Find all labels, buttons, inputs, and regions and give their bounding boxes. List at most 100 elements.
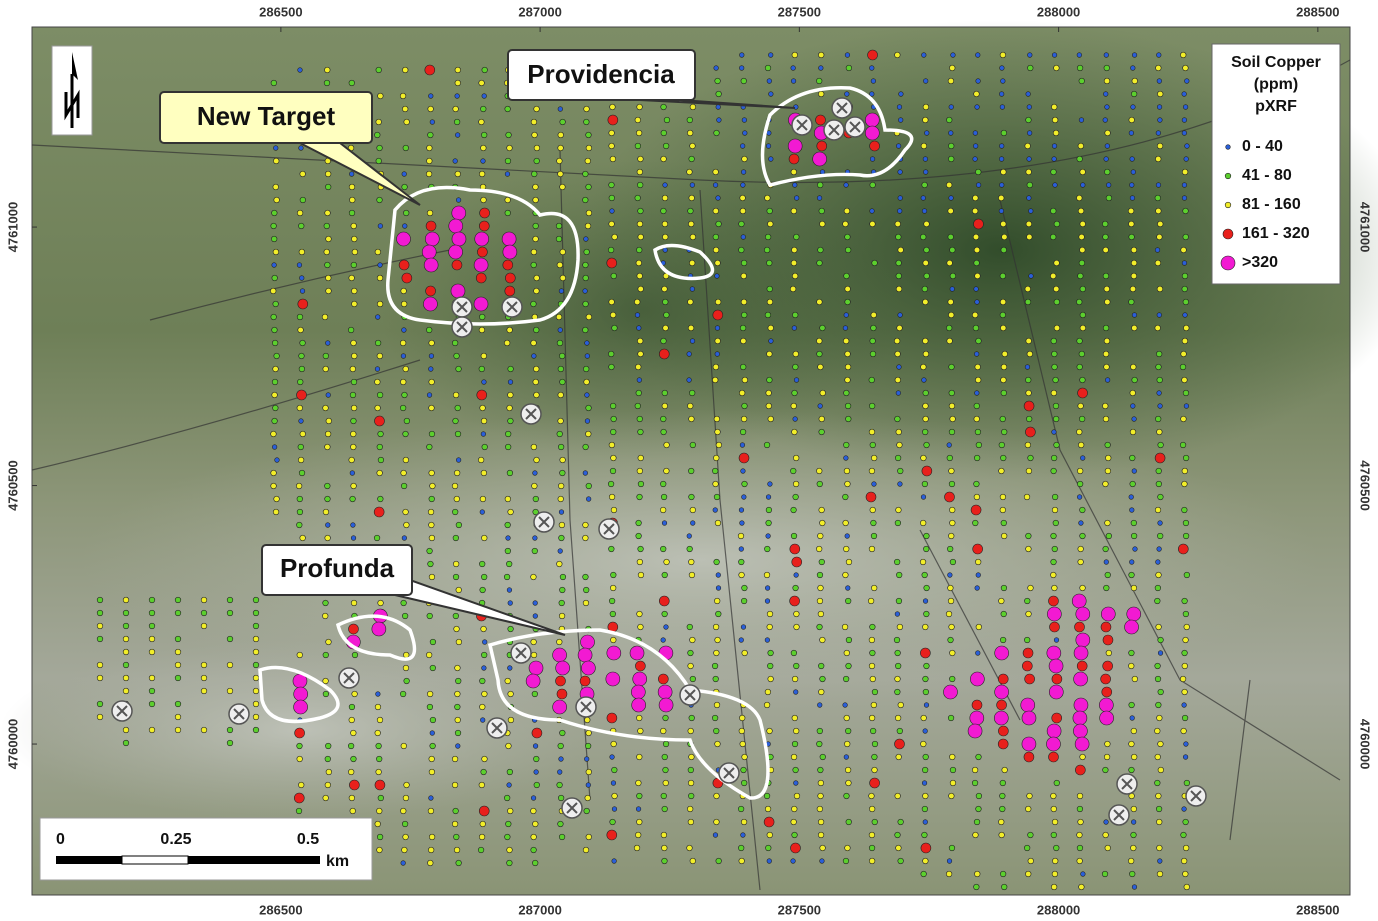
sample-dot xyxy=(122,687,130,695)
sample-dot xyxy=(533,456,540,464)
drill-hole xyxy=(718,762,740,784)
sample-dot xyxy=(792,480,800,488)
sample-dot xyxy=(403,781,410,789)
sample-dot xyxy=(1155,701,1162,709)
sample-dot xyxy=(714,325,721,331)
sample-dot xyxy=(792,182,798,188)
sample-dot xyxy=(1181,376,1188,384)
sample-dot xyxy=(375,118,382,126)
sample-dot xyxy=(1053,259,1060,267)
sample-dot xyxy=(584,222,592,230)
sample-dot xyxy=(999,65,1005,71)
sample-dot xyxy=(200,661,208,669)
sample-dot xyxy=(324,534,331,542)
sample-dot xyxy=(869,181,876,189)
sample-dot xyxy=(455,743,461,749)
sample-dot xyxy=(715,610,722,618)
sample-dot xyxy=(531,690,538,698)
sample-dot xyxy=(819,753,826,761)
sample-dot xyxy=(506,846,513,854)
sample-dot xyxy=(226,596,234,604)
sample-dot xyxy=(533,274,540,282)
sample-dot xyxy=(479,404,486,412)
sample-dot xyxy=(999,311,1006,319)
sample-dot xyxy=(920,195,926,201)
sample-dot xyxy=(1075,606,1091,622)
sample-dot xyxy=(766,285,773,293)
sample-dot xyxy=(402,508,409,516)
sample-dot xyxy=(689,389,696,397)
sample-dot xyxy=(738,637,744,643)
sample-dot xyxy=(530,339,537,347)
sample-dot xyxy=(532,183,539,191)
sample-dot xyxy=(402,664,410,672)
sample-dot xyxy=(688,558,695,566)
sample-dot xyxy=(973,218,984,230)
sample-dot xyxy=(894,675,901,683)
sample-dot xyxy=(1156,312,1162,318)
sample-dot xyxy=(556,430,563,438)
sample-dot xyxy=(790,506,797,514)
y-tick-label: 4761000 xyxy=(1358,202,1373,253)
sample-dot xyxy=(557,548,563,554)
sample-dot xyxy=(506,768,513,776)
sample-dot xyxy=(1026,104,1032,110)
sample-dot xyxy=(1156,390,1162,396)
north-n xyxy=(64,74,80,128)
sample-dot xyxy=(946,324,953,332)
sample-dot xyxy=(789,543,801,555)
sample-dot xyxy=(974,454,981,462)
sample-dot xyxy=(1182,207,1189,215)
sample-dot xyxy=(973,480,980,488)
sample-dot xyxy=(530,651,538,659)
sample-dot xyxy=(429,716,437,724)
sample-dot xyxy=(920,647,931,659)
sample-dot xyxy=(634,402,641,410)
sample-dot xyxy=(400,807,407,815)
sample-dot xyxy=(294,727,305,739)
sample-dot xyxy=(715,572,721,578)
sample-dot xyxy=(122,726,130,734)
sample-dot xyxy=(1103,52,1109,58)
sample-dot xyxy=(532,600,538,606)
sample-dot xyxy=(610,428,617,436)
x-tick-label: 288000 xyxy=(1037,902,1080,917)
sample-dot xyxy=(1073,671,1088,687)
sample-dot xyxy=(325,522,331,528)
sample-dot xyxy=(948,104,954,110)
sample-dot xyxy=(1077,387,1088,399)
sample-dot xyxy=(742,130,748,136)
sample-dot xyxy=(532,378,539,386)
sample-dot xyxy=(663,624,669,630)
sample-dot xyxy=(453,833,460,841)
sample-dot xyxy=(1102,415,1110,423)
sample-dot xyxy=(558,509,565,515)
sample-dot xyxy=(660,103,667,111)
sample-dot xyxy=(350,599,358,607)
sample-dot xyxy=(973,246,981,254)
sample-dot xyxy=(400,742,407,750)
sample-dot xyxy=(636,129,643,137)
sample-dot xyxy=(920,363,927,371)
sample-dot xyxy=(428,378,435,386)
sample-dot xyxy=(634,142,642,150)
sample-dot xyxy=(842,493,849,501)
sample-dot xyxy=(789,595,800,607)
sample-dot xyxy=(869,65,875,71)
sample-dot xyxy=(897,246,904,254)
sample-dot xyxy=(475,272,487,284)
sample-dot xyxy=(997,738,1009,750)
sample-dot xyxy=(400,690,407,698)
sample-dot xyxy=(661,857,668,865)
sample-dot xyxy=(844,285,851,293)
sample-dot xyxy=(817,792,824,800)
sample-dot xyxy=(1025,805,1032,813)
sample-dot xyxy=(922,337,929,345)
sample-dot xyxy=(1051,156,1057,162)
sample-dot xyxy=(506,782,512,788)
sample-dot xyxy=(375,742,382,750)
drill-cross xyxy=(456,301,468,313)
sample-dot xyxy=(689,338,696,344)
sample-dot xyxy=(271,274,278,282)
